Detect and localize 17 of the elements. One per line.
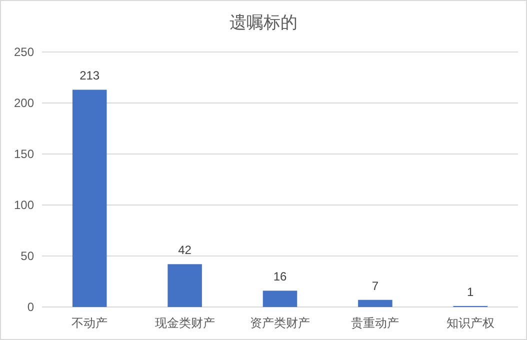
data-label: 16: [273, 270, 287, 284]
ytick-label: 150: [14, 147, 34, 161]
data-label: 213: [80, 68, 100, 83]
data-label: 1: [467, 284, 474, 299]
ytick-label: 250: [14, 45, 34, 59]
category-label: 资产类财产: [250, 316, 310, 330]
ytick-label: 200: [14, 96, 34, 110]
ytick-label: 100: [14, 198, 34, 212]
ytick-label: 0: [27, 300, 34, 314]
title: 遗嘱标的: [230, 13, 298, 32]
category-label: 现金类财产: [154, 316, 215, 330]
category-label: 知识产权: [446, 316, 494, 330]
data-label: 42: [178, 243, 192, 258]
ytick-label: 50: [20, 249, 34, 263]
category-label: 贵重动产: [351, 316, 400, 330]
data-label: 7: [372, 278, 379, 293]
category-label: 不动产: [72, 316, 108, 330]
